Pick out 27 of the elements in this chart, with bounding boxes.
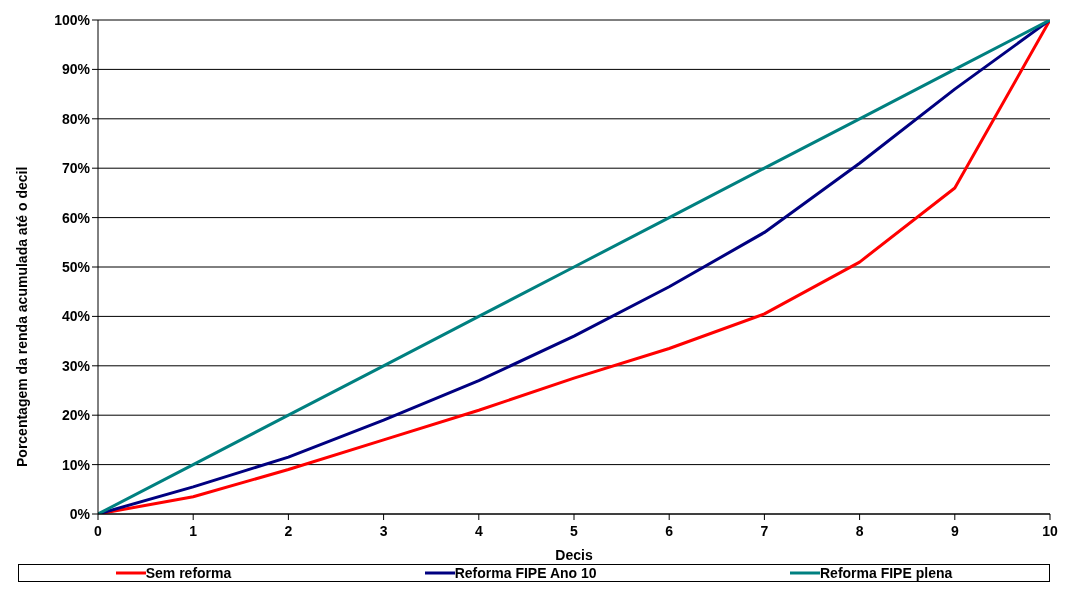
- y-tick-label: 0%: [69, 505, 91, 522]
- x-tick-label: 10: [1042, 523, 1058, 539]
- x-tick-label: 9: [950, 523, 959, 539]
- y-tick-label: 60%: [61, 209, 91, 226]
- y-tick-label: 40%: [61, 308, 91, 325]
- x-tick-label: 6: [665, 523, 674, 539]
- y-tick-label: 90%: [61, 61, 91, 78]
- x-tick-label: 7: [760, 523, 769, 539]
- y-tick-label: 50%: [61, 258, 91, 275]
- x-axis-title: Decis: [555, 547, 593, 563]
- y-tick-label: 70%: [61, 160, 91, 177]
- y-tick-label: 100%: [54, 11, 91, 28]
- x-tick-label: 2: [284, 523, 293, 539]
- x-tick-label: 3: [379, 523, 388, 539]
- x-tick-label: 4: [474, 523, 483, 539]
- y-tick-label: 80%: [61, 110, 91, 127]
- y-axis-title: Porcentagem da renda acumulada até o decil: [13, 166, 30, 467]
- y-tick-label: 10%: [61, 456, 91, 473]
- legend-label: Reforma FIPE plena: [819, 565, 953, 581]
- x-tick-label: 8: [855, 523, 864, 539]
- x-tick-label: 0: [94, 523, 103, 539]
- x-tick-label: 1: [189, 523, 198, 539]
- y-tick-label: 30%: [61, 357, 91, 374]
- x-tick-label: 5: [570, 523, 579, 539]
- y-tick-label: 20%: [61, 407, 91, 424]
- legend-label: Sem reforma: [144, 565, 232, 581]
- legend-label: Reforma FIPE Ano 10: [453, 565, 597, 581]
